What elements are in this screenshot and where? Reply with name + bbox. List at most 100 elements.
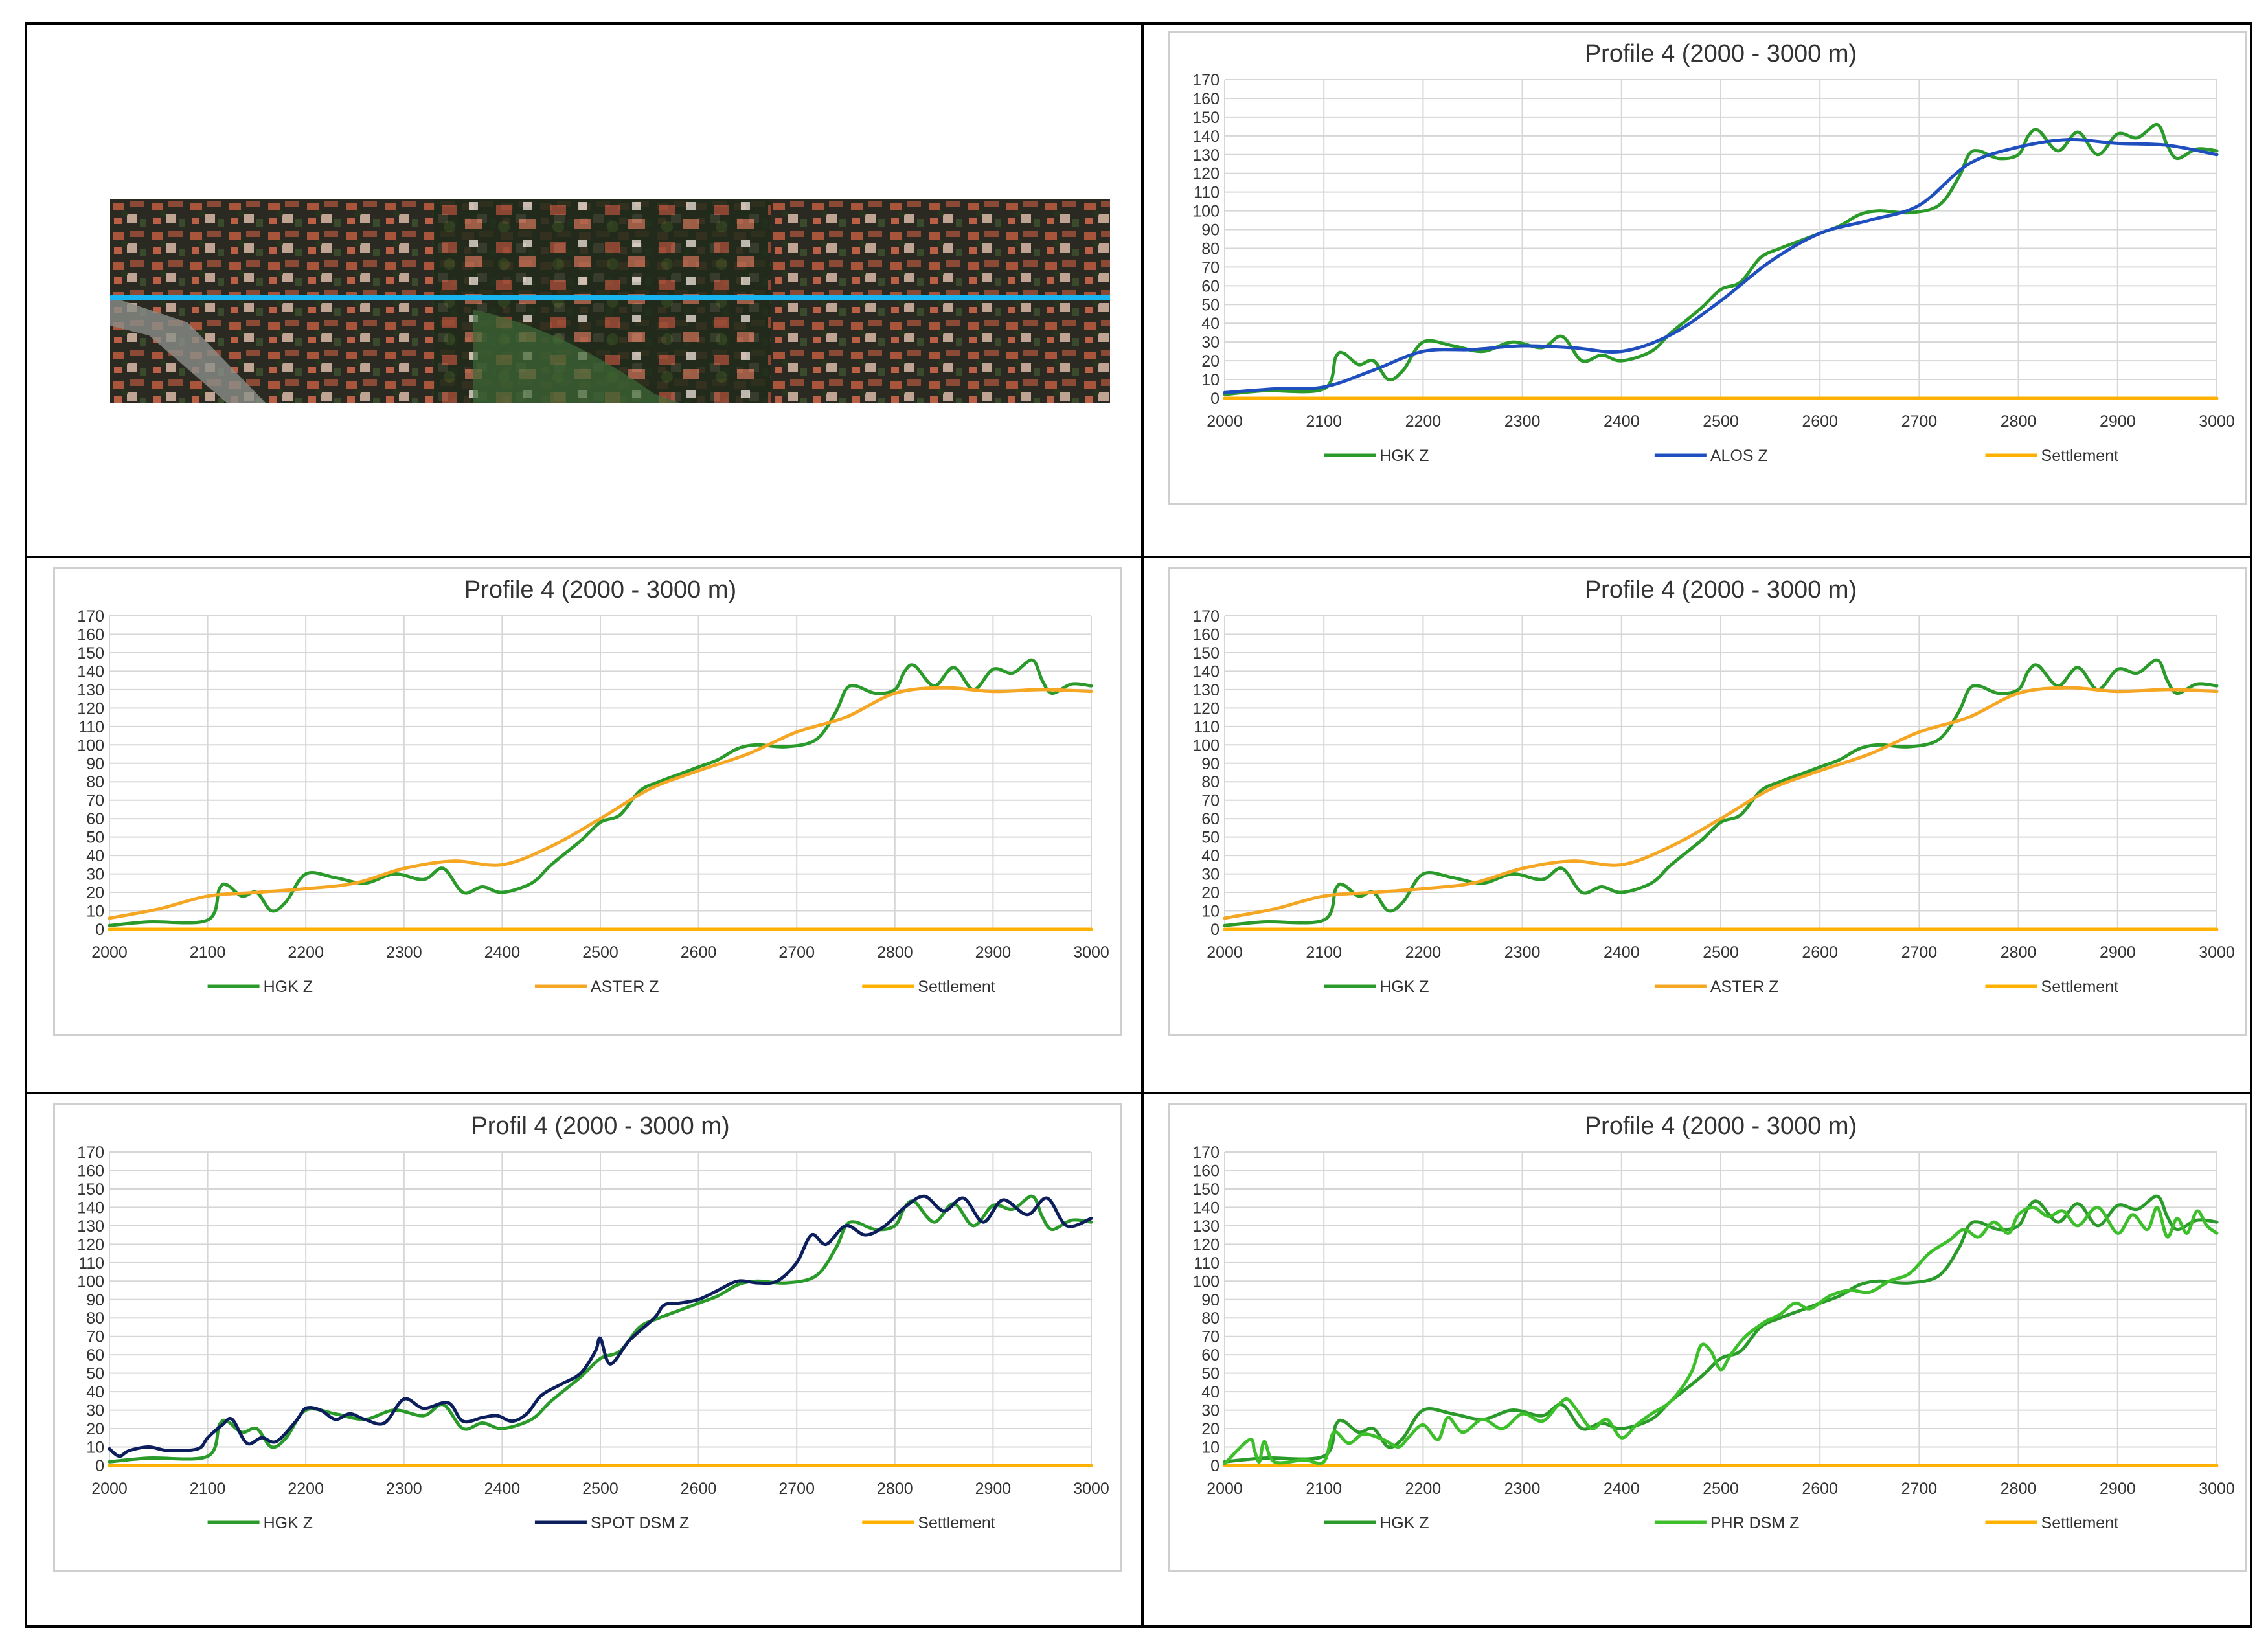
y-tick-label: 140 [1192, 1199, 1219, 1217]
y-tick-label: 170 [1192, 1144, 1219, 1162]
y-tick-label: 0 [1210, 390, 1219, 408]
y-tick-label: 140 [1192, 662, 1219, 681]
y-tick-label: 170 [77, 607, 104, 626]
legend-label: HGK Z [1379, 1514, 1429, 1532]
y-tick-label: 10 [86, 1439, 104, 1457]
x-tick-label: 2600 [681, 1480, 717, 1498]
y-tick-label: 40 [1201, 315, 1219, 333]
series-line-aster [1223, 686, 2219, 920]
x-tick-label: 2300 [1504, 944, 1541, 962]
legend-label: Settlement [918, 978, 995, 996]
x-tick-label: 2100 [1306, 1480, 1342, 1498]
chart-svg: Profile 4 (2000 - 3000 m) 010203040506070… [77, 576, 1109, 996]
y-tick-label: 10 [1201, 1439, 1219, 1457]
y-tick-label: 120 [77, 699, 104, 718]
y-tick-label: 80 [86, 773, 104, 791]
y-tick-label: 130 [1192, 1217, 1219, 1236]
y-tick-label: 140 [77, 1199, 104, 1217]
x-tick-label: 2800 [877, 944, 913, 962]
series-line-alos [1223, 137, 2219, 394]
y-tick-label: 90 [1201, 755, 1219, 773]
x-tick-label: 2200 [1405, 1480, 1442, 1498]
legend-label: ALOS Z [1710, 447, 1768, 465]
y-tick-label: 110 [78, 718, 104, 736]
x-tick-label: 2400 [1604, 944, 1640, 962]
x-tick-label: 2900 [2100, 412, 2136, 431]
x-tick-label: 2600 [681, 944, 717, 962]
x-tick-label: 2800 [2001, 944, 2037, 962]
satellite-image-svg [110, 199, 1110, 403]
x-tick-label: 2300 [386, 944, 422, 962]
y-tick-label: 30 [1201, 866, 1219, 884]
y-tick-label: 110 [1194, 1254, 1219, 1272]
y-tick-label: 70 [1201, 258, 1219, 277]
y-tick-label: 120 [1192, 165, 1219, 183]
x-tick-label: 3000 [2199, 1480, 2235, 1498]
x-tick-label: 2800 [2001, 412, 2037, 431]
legend-label: HGK Z [1379, 447, 1429, 465]
x-tick-label: 2400 [1604, 1480, 1640, 1498]
legend-label: ASTER Z [591, 978, 659, 996]
chart-svg: Profil 4 (2000 - 3000 m) 0102030405060708… [77, 1113, 1109, 1532]
y-tick-label: 40 [86, 1383, 104, 1401]
y-tick-label: 70 [86, 1328, 104, 1346]
y-tick-label: 130 [77, 681, 104, 699]
y-tick-label: 0 [95, 1457, 104, 1475]
legend-label: Settlement [918, 1514, 995, 1532]
grid-divider-h1 [27, 556, 2250, 558]
x-tick-label: 2600 [1802, 1480, 1838, 1498]
x-tick-label: 2900 [975, 1480, 1012, 1498]
chart-svg: Profile 4 (2000 - 3000 m) 010203040506070… [1192, 40, 2235, 465]
x-tick-label: 2200 [1405, 412, 1442, 431]
x-tick-label: 2300 [386, 1480, 422, 1498]
y-tick-label: 120 [77, 1236, 104, 1254]
y-tick-label: 50 [1201, 1365, 1219, 1383]
x-tick-label: 2700 [1901, 944, 1938, 962]
x-tick-label: 2200 [288, 944, 324, 962]
y-tick-label: 30 [86, 1402, 104, 1420]
x-tick-label: 3000 [1073, 1480, 1109, 1498]
chart-title: Profile 4 (2000 - 3000 m) [464, 576, 736, 604]
chart-panel-aster-left: Profile 4 (2000 - 3000 m) 0 10 20 30 40 50 60 70… [53, 567, 1122, 1036]
chart-title: Profile 4 (2000 - 3000 m) [1585, 576, 1857, 604]
legend-label: HGK Z [264, 1514, 313, 1532]
chart-svg: Profile 4 (2000 - 3000 m) 010203040506070… [1192, 1113, 2235, 1532]
legend-label: Settlement [2041, 447, 2119, 465]
y-tick-label: 130 [1192, 146, 1219, 164]
x-tick-label: 2300 [1504, 412, 1541, 431]
y-tick-label: 70 [86, 792, 104, 810]
legend-label: ASTER Z [1710, 978, 1779, 996]
y-tick-label: 70 [1201, 1328, 1219, 1346]
x-tick-label: 2000 [1207, 1480, 1243, 1498]
x-tick-label: 2100 [1306, 944, 1342, 962]
chart-panel-phr: Profile 4 (2000 - 3000 m) 0 10 20 30 40 50 60 70… [1168, 1103, 2247, 1572]
y-tick-label: 50 [1201, 829, 1219, 847]
x-tick-label: 2200 [288, 1480, 324, 1498]
y-tick-label: 0 [1210, 921, 1219, 939]
grid-divider-vertical [1141, 25, 1144, 1625]
x-tick-label: 3000 [2199, 944, 2235, 962]
y-tick-label: 40 [1201, 1383, 1219, 1401]
x-tick-label: 2700 [1901, 1480, 1938, 1498]
y-tick-label: 80 [1201, 773, 1219, 791]
x-tick-label: 2600 [1802, 412, 1838, 431]
x-tick-label: 2700 [1901, 412, 1938, 431]
x-tick-label: 2100 [190, 944, 226, 962]
legend-label: Settlement [2041, 1514, 2119, 1532]
x-tick-label: 2500 [1703, 944, 1739, 962]
series-line-hgk [1223, 1194, 2219, 1464]
y-tick-label: 60 [1201, 277, 1219, 295]
y-tick-label: 20 [1201, 884, 1219, 902]
x-tick-label: 2500 [1703, 1480, 1739, 1498]
y-tick-label: 150 [77, 1181, 104, 1199]
series-line-hgk [1223, 658, 2219, 927]
x-tick-label: 2500 [582, 1480, 618, 1498]
x-tick-label: 2100 [1306, 412, 1342, 431]
y-tick-label: 160 [77, 1162, 104, 1180]
x-tick-label: 3000 [2199, 412, 2235, 431]
x-tick-label: 2400 [1604, 412, 1640, 431]
x-tick-label: 2400 [484, 944, 521, 962]
x-tick-label: 2000 [91, 944, 128, 962]
y-tick-label: 160 [1192, 90, 1219, 108]
x-tick-label: 2600 [1802, 944, 1838, 962]
